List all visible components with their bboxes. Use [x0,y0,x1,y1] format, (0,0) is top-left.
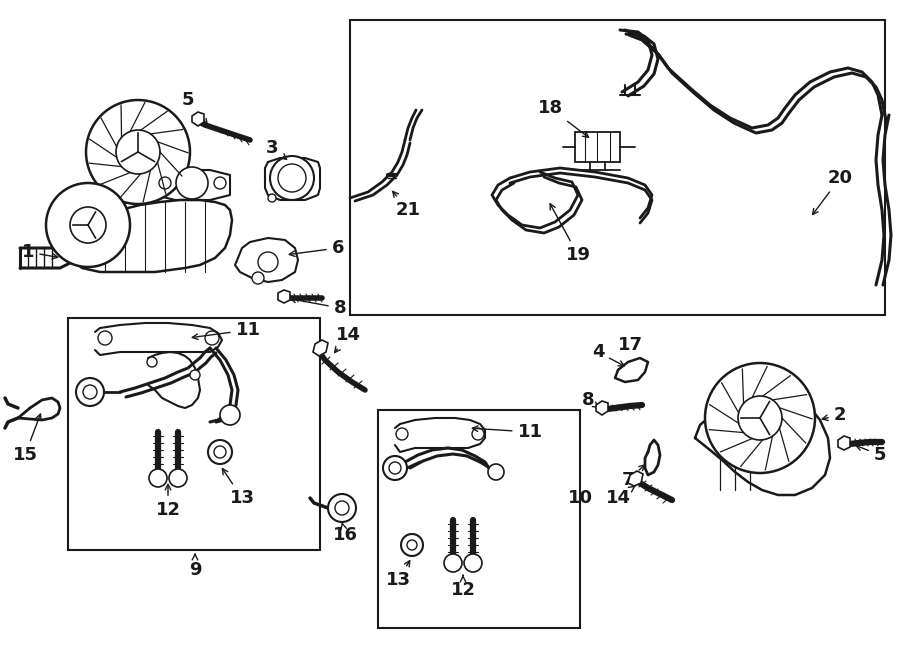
Text: 12: 12 [451,575,475,599]
Circle shape [149,469,167,487]
Text: 6: 6 [289,239,344,257]
Circle shape [70,207,106,243]
Text: 10: 10 [568,489,592,507]
Circle shape [444,554,462,572]
Text: 16: 16 [332,523,357,544]
Text: 2: 2 [823,406,846,424]
Circle shape [190,370,200,380]
Polygon shape [628,471,643,486]
Circle shape [83,385,97,399]
Circle shape [76,378,104,406]
Circle shape [335,501,349,515]
Circle shape [278,164,306,192]
Text: 13: 13 [222,469,255,507]
Text: 17: 17 [617,336,643,354]
Text: 4: 4 [592,343,625,366]
Text: 1: 1 [22,243,58,261]
Text: 5: 5 [182,91,207,124]
Polygon shape [313,340,328,356]
Circle shape [98,331,112,345]
Polygon shape [838,436,850,450]
Circle shape [176,167,208,199]
Circle shape [46,183,130,267]
Circle shape [407,540,417,550]
Text: 11: 11 [193,321,260,340]
Polygon shape [278,290,290,303]
Circle shape [472,428,484,440]
Circle shape [738,396,782,440]
Text: 19: 19 [550,204,590,264]
Text: 12: 12 [156,485,181,519]
Polygon shape [596,401,608,415]
Circle shape [383,456,407,480]
Circle shape [270,156,314,200]
Circle shape [389,462,401,474]
Text: 3: 3 [266,139,286,159]
Text: 8: 8 [291,297,346,317]
Circle shape [214,446,226,458]
Bar [575,132,620,162]
Text: 7: 7 [622,465,644,489]
Circle shape [258,252,278,272]
Text: 13: 13 [385,561,410,589]
Text: 11: 11 [472,423,543,441]
Polygon shape [192,112,204,126]
Circle shape [169,469,187,487]
Circle shape [220,405,240,425]
Circle shape [116,130,160,174]
Text: 18: 18 [537,99,589,137]
Text: 21: 21 [392,191,420,219]
Circle shape [159,177,171,189]
Text: 15: 15 [13,414,41,464]
Circle shape [328,494,356,522]
Bar [350,20,885,315]
Text: 5: 5 [856,445,886,464]
Circle shape [268,194,276,202]
Circle shape [401,534,423,556]
Circle shape [214,177,226,189]
Text: 8: 8 [581,391,599,409]
Circle shape [252,272,264,284]
Bar [378,410,580,628]
Circle shape [488,464,504,480]
Circle shape [86,100,190,204]
Text: 9: 9 [189,555,202,579]
Circle shape [208,440,232,464]
Circle shape [464,554,482,572]
Circle shape [147,357,157,367]
Text: 14: 14 [335,326,361,352]
Text: 20: 20 [813,169,852,215]
Circle shape [205,331,219,345]
Bar [68,318,320,550]
Circle shape [396,428,408,440]
Circle shape [705,363,815,473]
Text: 14: 14 [606,486,635,507]
